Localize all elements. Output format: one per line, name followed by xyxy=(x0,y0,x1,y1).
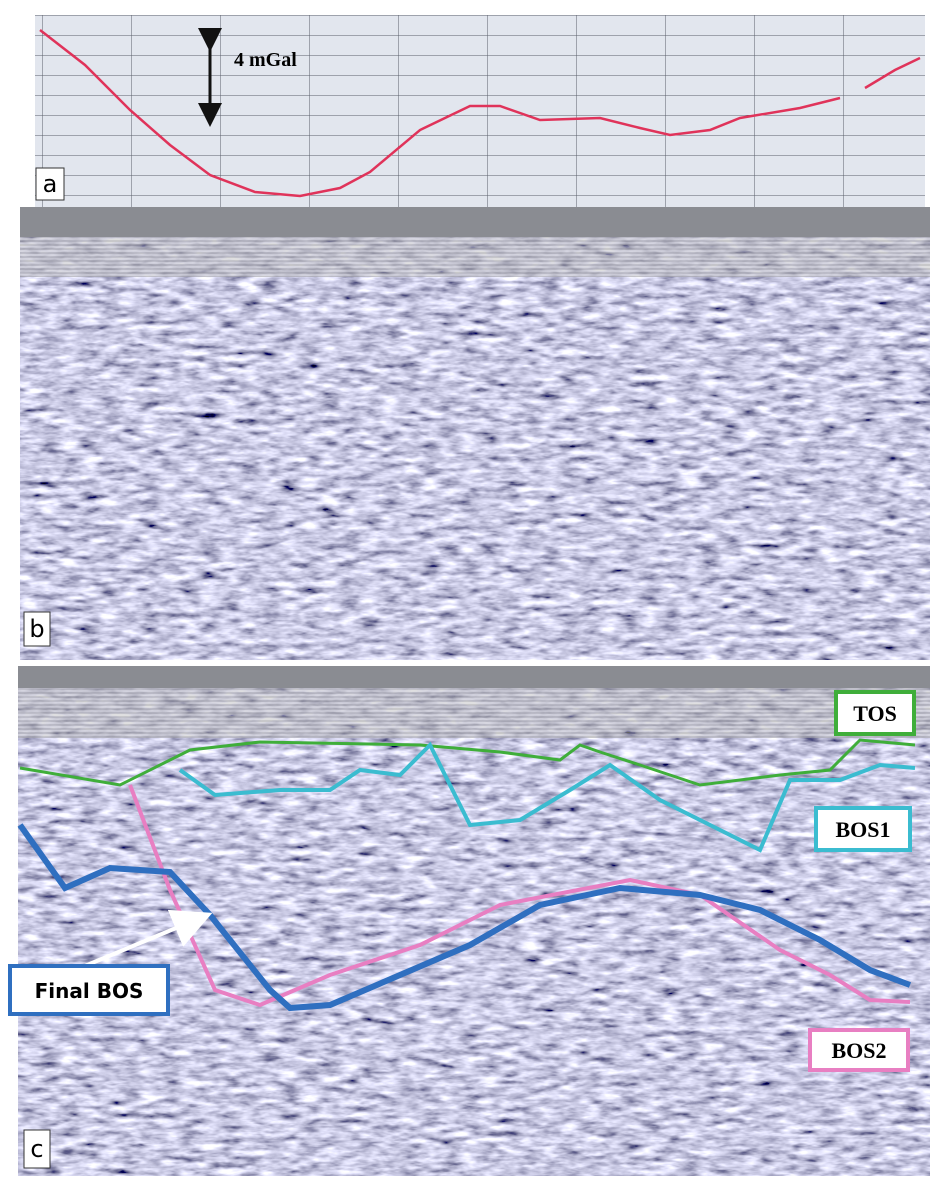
bos1-horizon xyxy=(178,741,916,853)
panel-a: 4 mGal a xyxy=(35,15,925,207)
legend-label: BOS1 xyxy=(835,817,890,842)
seabed-layers xyxy=(18,688,930,738)
panel-label-box xyxy=(23,1129,51,1169)
pointer-arrow xyxy=(79,909,213,970)
header-band xyxy=(20,207,930,237)
panel-c: TOS BOS1 Final BOS BOS2 c xyxy=(8,666,930,1176)
scale-label: 4 mGal xyxy=(234,49,297,71)
panel-label: a xyxy=(43,170,58,198)
legend-label: Final BOS xyxy=(35,979,144,1003)
legend-box xyxy=(814,806,912,852)
final-bos-horizon xyxy=(17,823,912,1012)
legend-box xyxy=(834,690,916,736)
gravity-curve xyxy=(864,56,921,90)
tos-horizon xyxy=(19,738,916,787)
bos2-horizon xyxy=(128,784,911,1008)
legend-label: TOS xyxy=(853,701,897,726)
legend-box xyxy=(8,964,170,1016)
legend-label: BOS2 xyxy=(831,1038,886,1063)
legend-box xyxy=(808,1028,910,1072)
header-band xyxy=(18,666,930,688)
gravity-curve xyxy=(39,29,841,198)
panel-label: c xyxy=(30,1135,43,1163)
seismic-section xyxy=(20,237,930,660)
panel-b: b xyxy=(20,207,930,660)
seabed-layers xyxy=(20,237,930,277)
panel-label-box xyxy=(23,611,51,647)
panel-label-box xyxy=(35,167,65,201)
gravity-grid xyxy=(35,15,925,207)
seismic-section xyxy=(18,666,930,1176)
panel-label: b xyxy=(29,615,44,643)
